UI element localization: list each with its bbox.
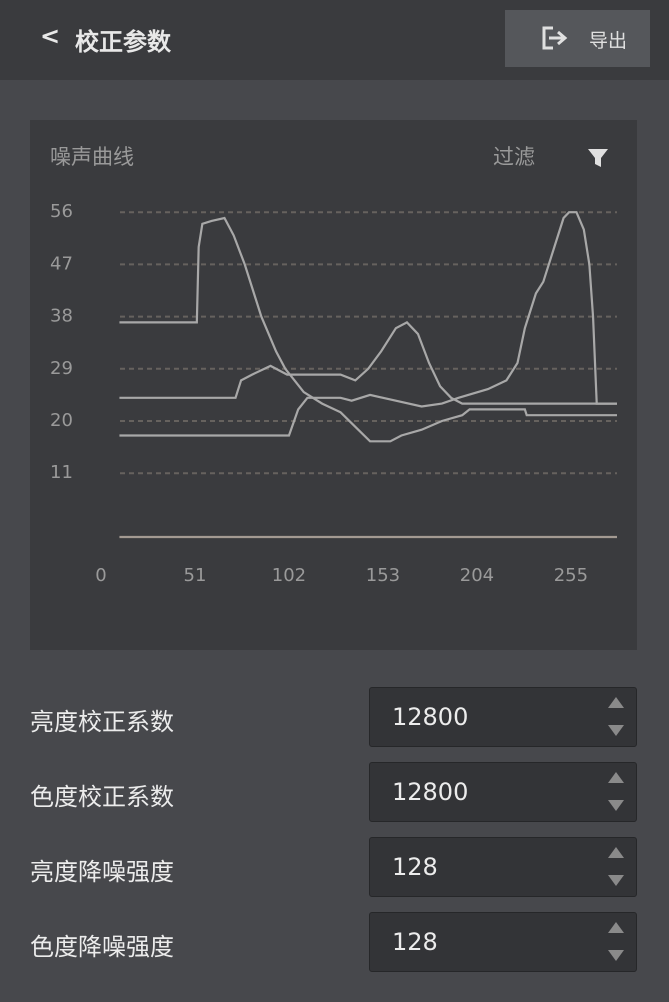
form-row: 亮度校正系数 12800 [0,687,669,747]
page-title: 校正参数 [75,28,171,56]
export-label: 导出 [589,30,628,52]
field-value: 12800 [392,778,469,806]
line-series [119,211,617,437]
x-tick-label: 204 [460,565,494,586]
filter-label[interactable]: 过滤 [493,145,535,169]
increment[interactable] [608,772,624,783]
field-value: 128 [392,928,438,956]
filter-icon[interactable] [588,149,608,167]
export-icon [542,26,568,50]
increment[interactable] [608,922,624,933]
form-row: 亮度降噪强度 128 [0,837,669,897]
line-series [119,321,617,405]
y-tick-label: 47 [50,253,73,274]
decrement[interactable] [608,800,624,811]
decrement[interactable] [608,950,624,961]
chart-title: 噪声曲线 [50,145,134,169]
line-series [119,216,617,443]
y-tick-label: 20 [50,410,73,431]
x-tick-label: 102 [272,565,306,586]
decrement[interactable] [608,875,624,886]
y-tick-label: 56 [50,201,73,222]
field-value: 12800 [392,703,469,731]
header: < 校正参数 导出 [0,0,669,80]
chart-panel [30,120,637,650]
y-tick-label: 11 [50,462,73,483]
field-label: 亮度降噪强度 [30,858,174,886]
number-input[interactable]: 12800 [369,687,637,747]
field-value: 128 [392,853,438,881]
form-row: 色度降噪强度 128 [0,912,669,972]
x-tick-label: 51 [184,565,207,586]
field-label: 亮度校正系数 [30,708,174,736]
y-tick-label: 29 [50,358,73,379]
export-button[interactable]: 导出 [505,10,650,67]
back-button[interactable]: < [40,22,61,50]
number-input[interactable]: 12800 [369,762,637,822]
x-tick-label: 153 [366,565,400,586]
decrement[interactable] [608,725,624,736]
x-tick-label: 255 [554,565,588,586]
increment[interactable] [608,847,624,858]
form-row: 色度校正系数 12800 [0,762,669,822]
number-input[interactable]: 128 [369,912,637,972]
x-tick-label: 0 [95,565,106,586]
chart: 噪声曲线 过滤 11 20 29 38 47 56 0 51 102 153 204 255 [30,120,637,650]
y-tick-label: 38 [50,306,73,327]
number-input[interactable]: 128 [369,837,637,897]
field-label: 色度校正系数 [30,783,174,811]
field-label: 色度降噪强度 [30,933,174,961]
increment[interactable] [608,697,624,708]
